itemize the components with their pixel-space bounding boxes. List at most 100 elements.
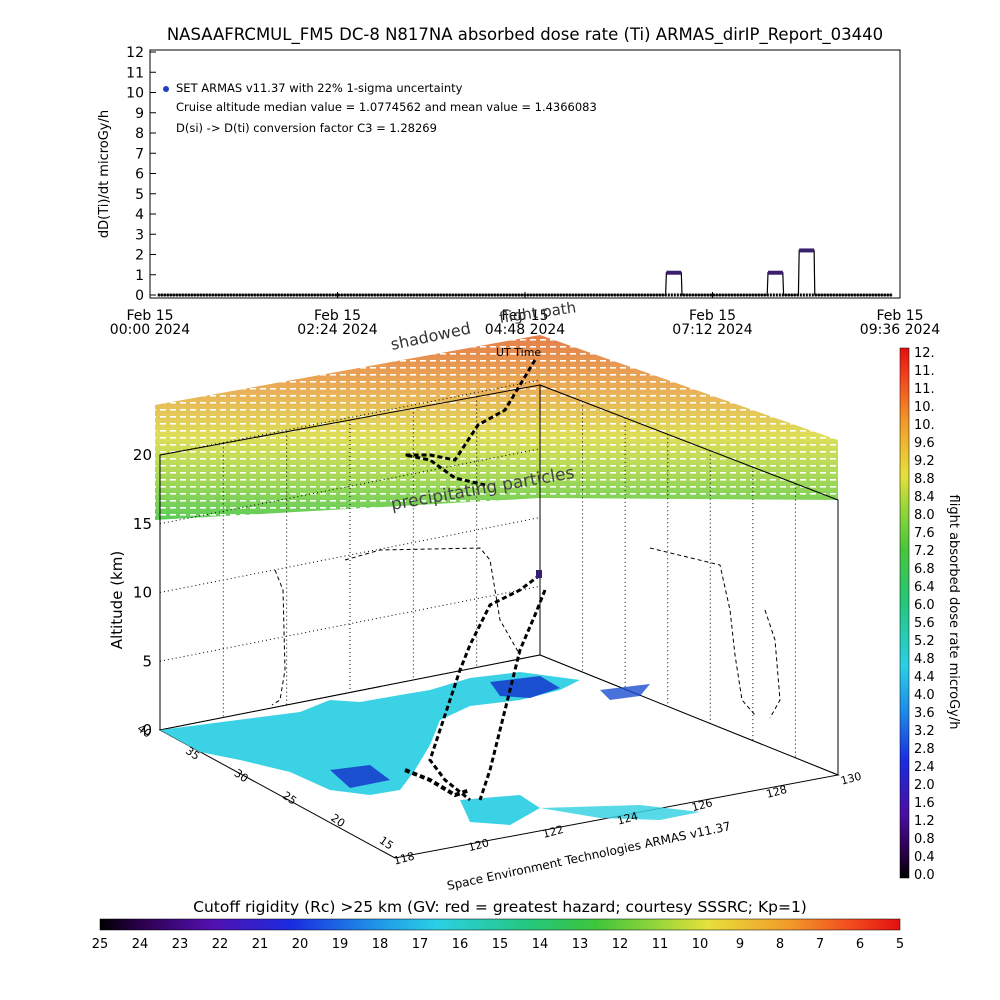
dose-rate-legend: SET ARMAS v11.37 with 22% 1-sigma uncert… [163,81,597,135]
y-tick-label: 6 [135,167,144,183]
rigidity-colorbar-tick-label: 20 [292,937,309,952]
x-tick-label-date: Feb 15 [876,308,923,324]
rigidity-colorbar-tick-label: 8 [776,937,784,952]
dose-colorbar-tick-label: 2.0 [914,778,935,793]
dose-colorbar-tick-label: 7.6 [914,526,935,541]
dose-colorbar-tick-label: 6.8 [914,562,935,577]
dose-colorbar-tick-label: 4.0 [914,688,935,703]
x-tick-label-date: Feb 15 [314,308,361,324]
rigidity-colorbar-tick-label: 17 [412,937,429,952]
cutoff-rigidity-map [160,672,700,825]
figure-title: NASAAFRCMUL_FM5 DC-8 N817NA absorbed dos… [167,25,883,45]
rigidity-colorbar-tick-label: 13 [572,937,589,952]
y-tick-label: 3 [135,227,144,243]
dose-rate-colorbar: 12. 11. 11. 10. 10. 9.6 9.2 8.8 8.4 8.0 7.6 7.2 6.8 6… [899,346,961,883]
altitude-axis-label: Altitude (km) [108,551,126,649]
dose-colorbar-tick-label: 8.0 [914,508,935,523]
rigidity-colorbar-tick-label: 22 [212,937,229,952]
rigidity-colorbar-tick-label: 19 [332,937,349,952]
rigidity-colorbar-tick-label: 16 [452,937,469,952]
y-tick-label: 5 [135,187,144,203]
legend-line-1: SET ARMAS v11.37 with 22% 1-sigma uncert… [176,81,463,95]
longitude-tick-label: 130 [839,770,863,788]
y-tick-label: 0 [135,288,144,304]
dose-colorbar-tick-label: 7.2 [914,544,935,559]
longitude-tick-label: 126 [690,796,714,814]
altitude-tick-label: 5 [142,652,152,670]
y-tick-label: 9 [135,106,144,122]
rigidity-colorbar-tick-label: 23 [172,937,189,952]
legend-marker-icon [163,86,169,92]
dose-colorbar-tick-label: 0.4 [914,850,935,865]
rigidity-colorbar-tick-label: 24 [132,937,149,952]
dose-rate-y-label: dD(Ti)/dt microGy/h [97,110,112,238]
dose-colorbar-tick-label: 11. [914,382,935,397]
y-tick-label: 2 [135,248,144,264]
altitude-tick-label: 15 [133,515,152,533]
cutoff-rigidity-scale [99,918,901,931]
y-tick-label: 4 [135,207,144,223]
dose-colorbar-tick-label: 3.2 [914,724,935,739]
x-tick-label-date: Feb 15 [501,308,548,324]
x-tick-label-time: 09:36 2024 [860,322,941,338]
altitude-grid-line [159,379,541,456]
altitude-grid-line [159,585,541,662]
dose-colorbar-tick-label: 2.4 [914,760,935,775]
rigidity-colorbar-tick-label: 5 [896,937,904,952]
shadowed-annotation: shadowed [389,318,472,353]
dose-colorbar-tick-label: 5.6 [914,616,935,631]
rigidity-colorbar-tick-label: 7 [816,937,824,952]
dose-colorbar-tick-label: 10. [914,418,935,433]
dose-colorbar-tick-label: 5.2 [914,634,935,649]
dose-colorbar-tick-label: 9.2 [914,454,935,469]
dose-rate-colorbar-scale [899,347,910,879]
longitude-tick-label: 124 [616,810,640,828]
cutoff-rigidity-colorbar: Cutoff rigidity (Rc) >25 km (GV: red = g… [92,898,904,952]
y-tick-label: 1 [135,268,144,284]
altitude-grid-line [159,448,541,525]
altitude-tick-label: 20 [133,446,152,464]
altitude-axis: 0 5 10 15 20 [133,446,152,739]
longitude-tick-label: 118 [392,850,416,868]
dose-rate-colorbar-ticks: 12. 11. 11. 10. 10. 9.6 9.2 8.8 8.4 8.0 7.6 7.2 6.8 6… [914,346,935,883]
peak-dose-marker [536,570,542,578]
dose-colorbar-tick-label: 6.4 [914,580,935,595]
dose-colorbar-tick-label: 9.6 [914,436,935,451]
cutoff-rigidity-title: Cutoff rigidity (Rc) >25 km (GV: red = g… [193,898,807,916]
cutoff-rigidity-ticks: 25 24 23 22 21 20 19 18 17 16 15 14 13 12 11 10 9 8 7 6 5 [92,937,904,952]
dose-colorbar-tick-label: 3.6 [914,706,935,721]
dose-rate-colorbar-label: flight absorbed dose rate microGy/h [946,495,961,730]
dose-colorbar-tick-label: 4.8 [914,652,935,667]
longitude-tick-label: 122 [541,823,565,841]
dose-rate-series [157,248,893,297]
y-tick-label: 10 [126,86,144,102]
y-tick-label: 11 [126,65,144,81]
dose-colorbar-tick-label: 0.0 [914,868,935,883]
y-tick-label: 8 [135,126,144,142]
flight-path-track [271,359,781,802]
legend-line-3: D(si) -> D(ti) conversion factor C3 = 1.… [176,121,437,135]
rigidity-colorbar-tick-label: 6 [856,937,864,952]
rigidity-colorbar-tick-label: 11 [652,937,669,952]
altitude-tick-label: 0 [142,721,152,739]
dose-colorbar-tick-label: 1.6 [914,796,935,811]
rigidity-colorbar-tick-label: 10 [692,937,709,952]
dose-colorbar-tick-label: 8.4 [914,490,935,505]
x-tick-label-date: Feb 15 [126,308,173,324]
y-tick-label: 7 [135,146,144,162]
rigidity-colorbar-tick-label: 21 [252,937,269,952]
dose-colorbar-tick-label: 6.0 [914,598,935,613]
x-tick-label-time: 00:00 2024 [110,322,191,338]
rigidity-colorbar-tick-label: 18 [372,937,389,952]
dose-colorbar-tick-label: 10. [914,400,935,415]
x-tick-label-time: 04:48 2024 [485,322,566,338]
dose-colorbar-tick-label: 2.8 [914,742,935,757]
rigidity-colorbar-tick-label: 12 [612,937,629,952]
dose-colorbar-tick-label: 1.2 [914,814,935,829]
y-tick-label: 12 [126,45,144,61]
rigidity-colorbar-tick-label: 15 [492,937,509,952]
ut-time-annotation: UT Time [496,346,541,359]
